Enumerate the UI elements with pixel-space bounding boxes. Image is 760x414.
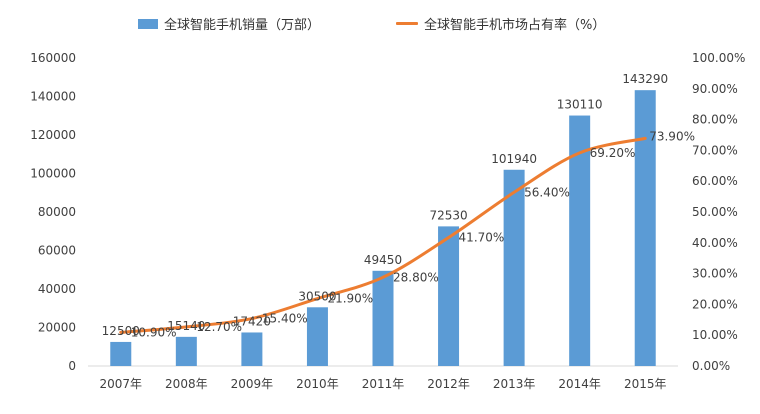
y-right-tick-label: 20.00%	[692, 297, 738, 311]
y-left-tick-label: 160000	[30, 51, 76, 65]
share-value-label: 10.90%	[131, 325, 177, 339]
x-tick-label: 2011年	[362, 377, 405, 391]
bar	[241, 332, 263, 366]
legend-label-share: 全球智能手机市场占有率（%）	[424, 18, 606, 33]
bar	[306, 307, 328, 366]
x-tick-label: 2009年	[231, 377, 274, 391]
y-left-tick-label: 140000	[30, 90, 76, 104]
y-left-tick-label: 60000	[38, 244, 76, 258]
y-left-tick-label: 40000	[38, 282, 76, 296]
x-tick-label: 2010年	[296, 377, 339, 391]
bar-value-label: 30500	[298, 289, 336, 303]
x-tick-label: 2012年	[427, 377, 470, 391]
y-right-tick-label: 0.00%	[692, 359, 730, 373]
bar-value-label: 12500	[102, 324, 140, 338]
share-value-label: 28.80%	[393, 270, 439, 284]
y-right-tick-label: 80.00%	[692, 113, 738, 127]
y-right-tick-label: 70.00%	[692, 143, 738, 157]
legend-label-sales: 全球智能手机销量（万部）	[164, 18, 321, 33]
bar	[634, 90, 656, 366]
bar	[372, 270, 394, 366]
share-value-label: 15.40%	[262, 312, 308, 326]
share-value-label: 12.70%	[196, 320, 242, 334]
bar-value-label: 49450	[364, 253, 402, 267]
bar-value-label: 101940	[491, 152, 537, 166]
y-right-tick-label: 30.00%	[692, 267, 738, 281]
y-left-tick-label: 100000	[30, 167, 76, 181]
bar	[569, 115, 591, 366]
y-right-tick-label: 60.00%	[692, 174, 738, 188]
y-left-tick-label: 80000	[38, 205, 76, 219]
y-right-tick-label: 100.00%	[692, 51, 745, 65]
share-value-label: 41.70%	[459, 231, 505, 245]
bar	[503, 169, 525, 366]
bar	[438, 226, 460, 366]
share-value-label: 73.90%	[649, 129, 695, 143]
legend-item-share: 全球智能手机市场占有率（%）	[396, 14, 605, 33]
bar	[110, 341, 132, 366]
y-right-tick-label: 50.00%	[692, 205, 738, 219]
y-left-tick-label: 120000	[30, 128, 76, 142]
legend: 全球智能手机销量（万部） 全球智能手机市场占有率（%）	[0, 14, 760, 34]
legend-item-sales: 全球智能手机销量（万部）	[138, 14, 320, 33]
x-tick-label: 2014年	[558, 377, 601, 391]
share-value-label: 21.90%	[327, 292, 373, 306]
bar-value-label: 143290	[622, 72, 668, 86]
legend-swatch-sales	[138, 18, 158, 29]
legend-swatch-share	[396, 22, 418, 25]
x-tick-label: 2013年	[493, 377, 536, 391]
y-left-tick-label: 20000	[38, 321, 76, 335]
y-right-tick-label: 10.00%	[692, 328, 738, 342]
bar-value-label: 130110	[557, 98, 603, 112]
share-value-label: 69.20%	[590, 146, 636, 160]
x-tick-label: 2008年	[165, 377, 208, 391]
y-right-tick-label: 90.00%	[692, 82, 738, 96]
share-value-label: 56.40%	[524, 185, 570, 199]
x-tick-label: 2007年	[100, 377, 143, 391]
bar-value-label: 15140	[167, 319, 205, 333]
x-tick-label: 2015年	[624, 377, 667, 391]
bar-value-label: 17420	[233, 314, 271, 328]
bar	[175, 336, 197, 366]
y-right-tick-label: 40.00%	[692, 236, 738, 250]
y-left-tick-label: 0	[68, 359, 76, 373]
bar-value-label: 72530	[429, 208, 467, 222]
share-line	[119, 136, 647, 334]
